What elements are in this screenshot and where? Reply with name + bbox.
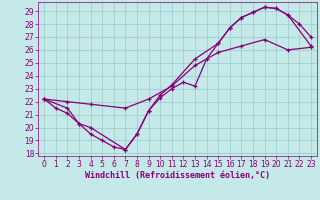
X-axis label: Windchill (Refroidissement éolien,°C): Windchill (Refroidissement éolien,°C) xyxy=(85,171,270,180)
